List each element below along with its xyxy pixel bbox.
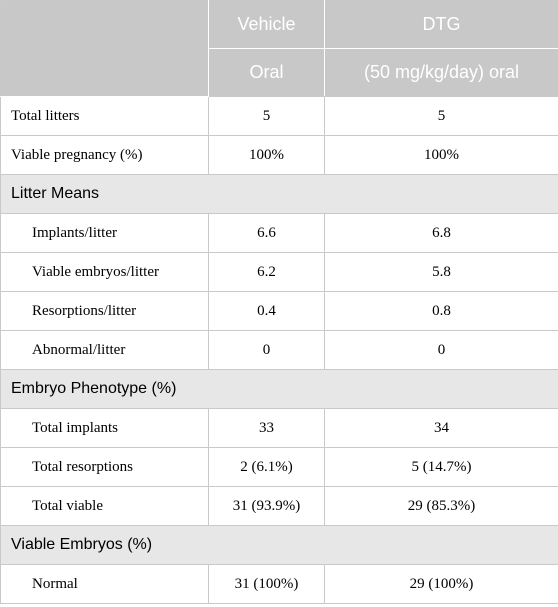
table-row: Abnormal/litter 0 0: [0, 330, 558, 370]
row-label: Total resorptions: [0, 447, 209, 487]
vehicle-route-header: Oral: [208, 48, 325, 97]
dtg-value: 5: [324, 96, 558, 136]
table-body: Total litters 5 5 Viable pregnancy (%) 1…: [0, 96, 558, 604]
vehicle-value: 33: [208, 408, 325, 448]
dtg-value: 5.8: [324, 252, 558, 292]
section-title: Embryo Phenotype (%): [0, 369, 558, 409]
row-label: Resorptions/litter: [0, 291, 209, 331]
vehicle-value: 6.6: [208, 213, 325, 253]
table-row: Total resorptions 2 (6.1%) 5 (14.7%): [0, 447, 558, 487]
vehicle-value: 6.2: [208, 252, 325, 292]
dtg-value: 34: [324, 408, 558, 448]
vehicle-value: 0: [208, 330, 325, 370]
row-label: Total litters: [0, 96, 209, 136]
row-label: Abnormal/litter: [0, 330, 209, 370]
row-label: Viable embryos/litter: [0, 252, 209, 292]
vehicle-value: 0.4: [208, 291, 325, 331]
section-title: Viable Embryos (%): [0, 525, 558, 565]
row-label: Viable pregnancy (%): [0, 135, 209, 175]
table-row: Implants/litter 6.6 6.8: [0, 213, 558, 253]
section-header-embryo-phenotype: Embryo Phenotype (%): [0, 369, 558, 409]
vehicle-value: 2 (6.1%): [208, 447, 325, 487]
table-row: Normal 31 (100%) 29 (100%): [0, 564, 558, 604]
dtg-route-header: (50 mg/kg/day) oral: [324, 48, 558, 97]
table-header: Vehicle DTG Oral (50 mg/kg/day) oral: [0, 0, 558, 97]
vehicle-value: 5: [208, 96, 325, 136]
table-row: Resorptions/litter 0.4 0.8: [0, 291, 558, 331]
dtg-value: 0: [324, 330, 558, 370]
dtg-value: 100%: [324, 135, 558, 175]
dtg-value: 29 (100%): [324, 564, 558, 604]
header-row-2: Oral (50 mg/kg/day) oral: [1, 48, 558, 97]
section-title: Litter Means: [0, 174, 558, 214]
table-row: Total viable 31 (93.9%) 29 (85.3%): [0, 486, 558, 526]
dtg-value: 6.8: [324, 213, 558, 253]
section-header-litter-means: Litter Means: [0, 174, 558, 214]
row-label: Total viable: [0, 486, 209, 526]
row-label: Implants/litter: [0, 213, 209, 253]
table-row: Viable embryos/litter 6.2 5.8: [0, 252, 558, 292]
section-header-viable-embryos: Viable Embryos (%): [0, 525, 558, 565]
vehicle-column-header: Vehicle: [208, 0, 325, 49]
vehicle-value: 31 (93.9%): [208, 486, 325, 526]
header-blank-cell: [0, 0, 209, 97]
row-label: Total implants: [0, 408, 209, 448]
header-row-1: Vehicle DTG: [0, 0, 558, 97]
dtg-column-header: DTG: [324, 0, 558, 49]
vehicle-value: 100%: [208, 135, 325, 175]
dtg-value: 29 (85.3%): [324, 486, 558, 526]
row-label: Normal: [0, 564, 209, 604]
table-row: Total implants 33 34: [0, 408, 558, 448]
vehicle-value: 31 (100%): [208, 564, 325, 604]
table-row: Total litters 5 5: [0, 96, 558, 136]
dtg-value: 0.8: [324, 291, 558, 331]
dtg-value: 5 (14.7%): [324, 447, 558, 487]
table-row: Viable pregnancy (%) 100% 100%: [0, 135, 558, 175]
